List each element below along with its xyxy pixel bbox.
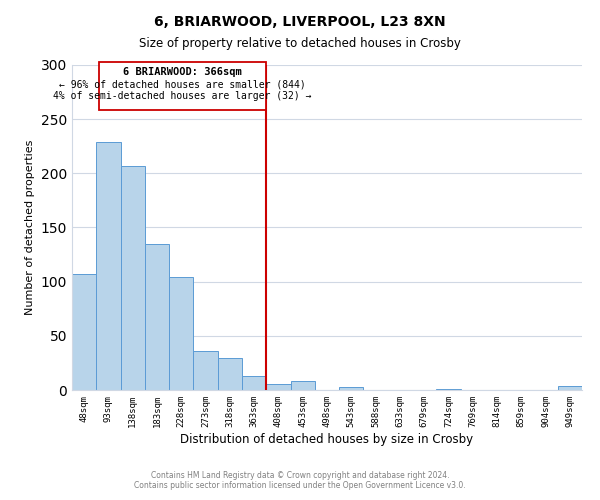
Bar (242, 376, 266, 390)
Bar (266, 384, 290, 390)
X-axis label: Distribution of detached houses by size in Crosby: Distribution of detached houses by size … (181, 432, 473, 446)
Bar (72, 274, 96, 390)
Y-axis label: Number of detached properties: Number of detached properties (25, 140, 35, 315)
Text: 4% of semi-detached houses are larger (32) →: 4% of semi-detached houses are larger (3… (53, 91, 312, 101)
Bar (218, 358, 242, 390)
Bar (339, 387, 364, 390)
Text: Size of property relative to detached houses in Crosby: Size of property relative to detached ho… (139, 38, 461, 51)
Text: Contains HM Land Registry data © Crown copyright and database right 2024.
Contai: Contains HM Land Registry data © Crown c… (134, 470, 466, 490)
Bar (96, 142, 121, 390)
Text: 6, BRIARWOOD, LIVERPOOL, L23 8XN: 6, BRIARWOOD, LIVERPOOL, L23 8XN (154, 15, 446, 29)
Text: 6 BRIARWOOD: 366sqm: 6 BRIARWOOD: 366sqm (123, 67, 242, 77)
Text: ← 96% of detached houses are smaller (844): ← 96% of detached houses are smaller (84… (59, 79, 306, 89)
Bar (290, 382, 315, 390)
Bar (558, 386, 582, 390)
Bar (193, 351, 218, 390)
Bar (121, 166, 145, 390)
Bar (169, 278, 193, 390)
Bar (145, 244, 169, 390)
FancyBboxPatch shape (99, 62, 266, 110)
Bar (436, 389, 461, 390)
